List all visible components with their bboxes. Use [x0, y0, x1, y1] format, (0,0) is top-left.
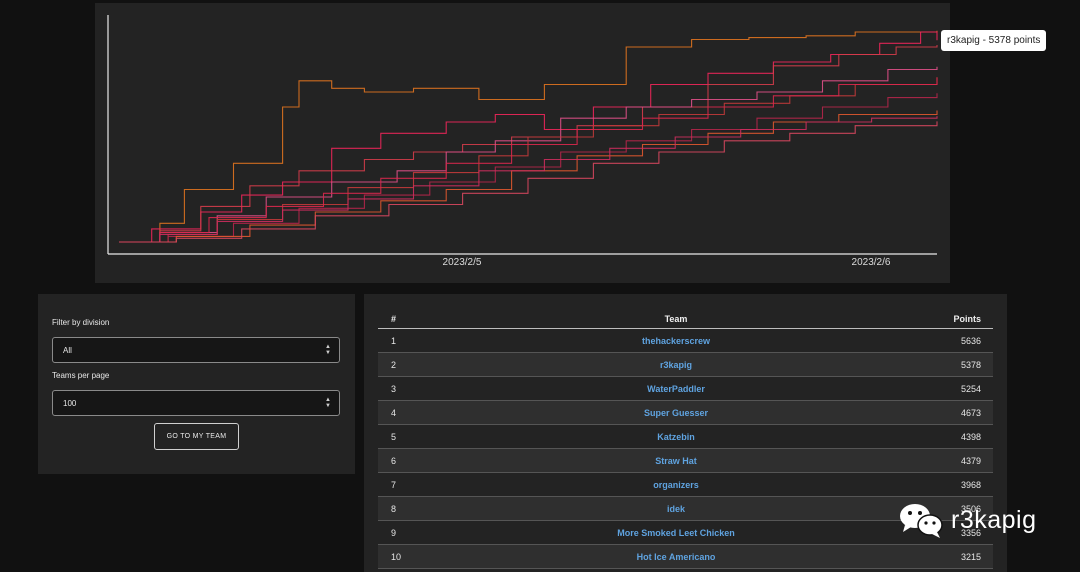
team-cell: WaterPaddler — [431, 376, 921, 401]
rank-cell: 1 — [378, 328, 431, 353]
teams-per-page-value: 100 — [63, 399, 77, 408]
rank-column-header: # — [378, 310, 431, 329]
table-row: 10 Hot Ice Americano 3215 — [378, 544, 993, 569]
team-cell: Katzebin — [431, 424, 921, 449]
table-row: 3 WaterPaddler 5254 — [378, 376, 993, 401]
team-link[interactable]: Katzebin — [657, 431, 695, 442]
team-link[interactable]: Straw Hat — [655, 455, 697, 466]
points-cell: 4398 — [921, 424, 993, 449]
points-cell: 3215 — [921, 544, 993, 569]
team-score-line[interactable] — [119, 110, 938, 243]
table-row: 6 Straw Hat 4379 — [378, 448, 993, 473]
go-to-my-team-button[interactable]: GO TO MY TEAM — [154, 423, 239, 450]
team-cell: thehackerscrew — [431, 328, 921, 353]
x-tick-label: 2023/2/6 — [852, 257, 891, 268]
team-link[interactable]: r3kapig — [659, 359, 692, 370]
team-score-line[interactable] — [119, 66, 938, 243]
team-score-line[interactable] — [119, 30, 938, 243]
rank-cell: 6 — [378, 448, 431, 473]
rank-cell: 8 — [378, 496, 431, 521]
rank-cell: 7 — [378, 472, 431, 497]
rank-cell: 3 — [378, 376, 431, 401]
rank-cell: 5 — [378, 424, 431, 449]
rank-cell: 10 — [378, 544, 431, 569]
team-cell: idek — [431, 496, 921, 521]
team-cell: Straw Hat — [431, 448, 921, 473]
team-score-line[interactable] — [119, 121, 938, 243]
team-score-line[interactable] — [119, 116, 938, 243]
rank-cell: 9 — [378, 520, 431, 545]
points-cell: 5254 — [921, 376, 993, 401]
team-cell: Hot Ice Americano — [431, 544, 921, 569]
division-filter-label: Filter by division — [52, 318, 110, 327]
team-cell: More Smoked Leet Chicken — [431, 520, 921, 545]
table-row: 4 Super Guesser 4673 — [378, 400, 993, 425]
table-row: 7 organizers 3968 — [378, 472, 993, 497]
x-tick-label: 2023/2/5 — [443, 257, 482, 268]
score-chart-panel: 2023/2/5 2023/2/6 — [95, 3, 950, 283]
table-row: 1 thehackerscrew 5636 — [378, 328, 993, 353]
team-column-header: Team — [431, 310, 921, 329]
division-select[interactable]: All ▲ ▼ — [52, 337, 340, 363]
points-cell: 5378 — [921, 352, 993, 377]
points-cell: 4673 — [921, 400, 993, 425]
team-cell: Super Guesser — [431, 400, 921, 425]
points-cell: 5636 — [921, 328, 993, 353]
table-header-row: # Team Points — [378, 310, 993, 329]
team-score-line[interactable] — [119, 77, 938, 243]
select-arrows-icon: ▲ ▼ — [325, 397, 331, 409]
team-link[interactable]: More Smoked Leet Chicken — [617, 527, 735, 538]
division-select-value: All — [63, 346, 72, 355]
rank-cell: 4 — [378, 400, 431, 425]
teams-per-page-select[interactable]: 100 ▲ ▼ — [52, 390, 340, 416]
table-row: 5 Katzebin 4398 — [378, 424, 993, 449]
team-link[interactable]: thehackerscrew — [641, 335, 711, 346]
scoreboard-table: # Team Points 1 thehackerscrew 5636 2 r3… — [378, 310, 993, 569]
table-row: 2 r3kapig 5378 — [378, 352, 993, 377]
team-cell: r3kapig — [431, 352, 921, 377]
team-cell: organizers — [431, 472, 921, 497]
chart-tooltip: r3kapig - 5378 points — [941, 30, 1047, 51]
points-cell: 4379 — [921, 448, 993, 473]
scoreboard-panel: # Team Points 1 thehackerscrew 5636 2 r3… — [364, 294, 1007, 572]
team-score-line[interactable] — [119, 93, 938, 243]
rank-cell: 2 — [378, 352, 431, 377]
wechat-icon — [900, 504, 943, 538]
team-link[interactable]: WaterPaddler — [647, 383, 705, 394]
teams-per-page-label: Teams per page — [52, 371, 110, 380]
table-row: 8 idek 3506 — [378, 496, 993, 521]
watermark: r3kapig — [897, 500, 1037, 540]
points-cell: 3968 — [921, 472, 993, 497]
select-arrows-icon: ▲ ▼ — [325, 344, 331, 356]
team-link[interactable]: idek — [666, 503, 685, 514]
team-link[interactable]: Hot Ice Americano — [636, 551, 716, 562]
team-link[interactable]: Super Guesser — [643, 407, 709, 418]
table-row: 9 More Smoked Leet Chicken 3356 — [378, 520, 993, 545]
filter-panel: Filter by division All ▲ ▼ Teams per page… — [38, 294, 355, 474]
watermark-text: r3kapig — [951, 505, 1037, 534]
points-column-header: Points — [921, 310, 993, 329]
points-cell: 3506 — [921, 496, 993, 521]
score-chart: 2023/2/5 2023/2/6 — [107, 15, 938, 268]
team-link[interactable]: organizers — [653, 479, 699, 490]
team-score-line[interactable] — [119, 77, 938, 243]
